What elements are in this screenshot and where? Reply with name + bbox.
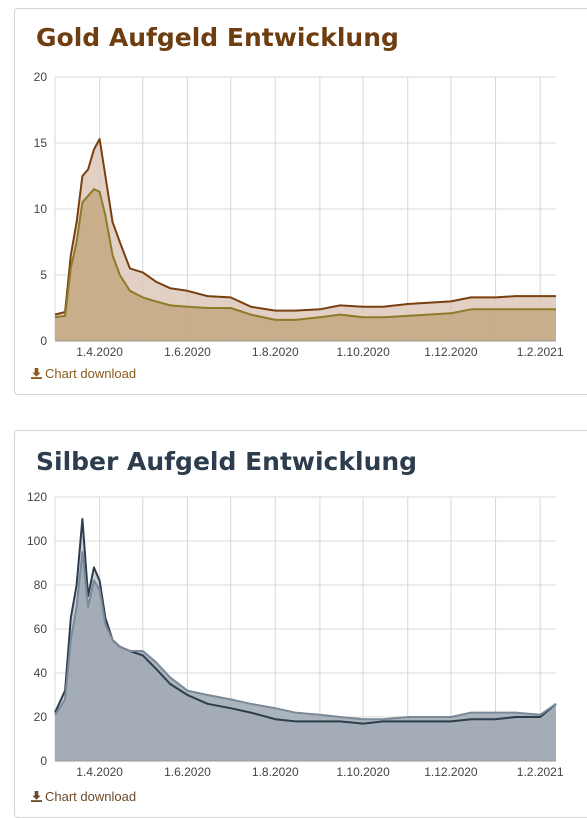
silver-x-tick-label: 1.2.2021 [517,765,564,779]
gold-x-tick-label: 1.8.2020 [252,345,299,359]
gold-chart-download-link[interactable]: Chart download [31,366,136,381]
silver-chart-download-link[interactable]: Chart download [31,789,136,804]
silver-y-tick-label: 0 [40,754,47,768]
silver-chart-title: Silber Aufgeld Entwicklung [36,447,418,476]
gold-x-tick-label: 1.4.2020 [76,345,123,359]
silver-y-tick-label: 40 [34,666,48,680]
silver-y-tick-label: 80 [34,578,48,592]
gold-series-1-area [55,189,556,341]
gold-x-tick-label: 1.6.2020 [164,345,211,359]
silver-x-tick-label: 1.10.2020 [336,765,390,779]
gold-series-1-line [54,188,556,321]
gold-y-tick-label: 20 [34,70,48,84]
gold-x-tick-label: 1.2.2021 [517,345,564,359]
download-icon [31,368,42,379]
silver-y-tick-label: 20 [34,710,48,724]
silver-series-1-area [55,552,556,761]
download-icon [31,791,42,802]
silver-chart-card: Silber Aufgeld Entwicklung 0 20 40 60 80 100 1… [14,430,587,818]
silver-y-tick-label: 120 [27,490,47,504]
gold-y-tick-label: 15 [34,136,48,150]
gold-y-tick-label: 5 [40,268,47,282]
gold-x-tick-label: 1.10.2020 [336,345,390,359]
silver-y-tick-label: 60 [34,622,48,636]
gold-chart-title: Gold Aufgeld Entwicklung [36,23,399,52]
silver-y-tick-label: 100 [27,534,47,548]
silver-x-tick-label: 1.4.2020 [76,765,123,779]
gold-y-tick-label: 0 [40,334,47,348]
gold-chart-card: Gold Aufgeld Entwicklung 0 5 10 15 20 1.4.202… [14,8,587,395]
silver-x-tick-label: 1.8.2020 [252,765,299,779]
gold-y-tick-label: 10 [34,202,48,216]
gold-premium-chart: 0 5 10 15 20 1.4.2020 1.6.2020 1.8.2020 1.10.202… [34,70,564,359]
gold-x-tick-label: 1.12.2020 [424,345,478,359]
silver-premium-chart: 0 20 40 60 80 100 120 1.4.2020 1.6.2020 1.8.2020 1… [27,490,564,779]
silver-series-0-line [54,518,557,725]
silver-x-tick-label: 1.12.2020 [424,765,478,779]
silver-series-1-line [54,551,557,721]
silver-download-label: Chart download [45,789,137,804]
gold-download-label: Chart download [45,366,137,381]
gold-series-0-line [54,138,556,316]
silver-x-tick-label: 1.6.2020 [164,765,211,779]
